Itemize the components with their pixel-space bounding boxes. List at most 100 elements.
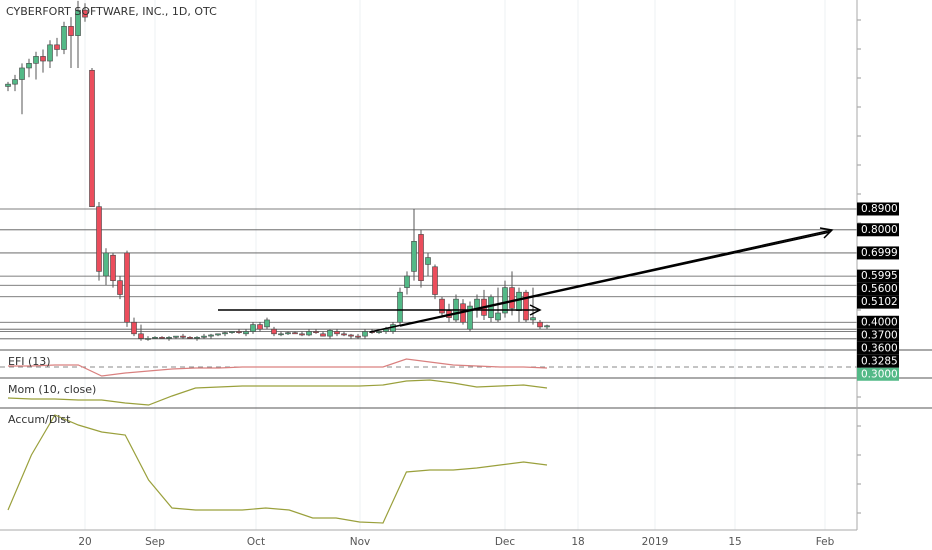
candle-body [75, 9, 81, 36]
candle-body [201, 335, 207, 338]
price-label-bg [857, 328, 899, 342]
price-label: 0.4000 [861, 316, 898, 328]
price-label: 0.5102 [861, 296, 898, 308]
candle-body [5, 83, 11, 87]
candle-body [33, 56, 39, 64]
price-label-bg [857, 341, 899, 355]
candle-body [467, 305, 473, 330]
candle-body [173, 335, 179, 338]
candle-body [474, 298, 480, 309]
candle-body [306, 331, 312, 336]
candle-body [523, 291, 529, 321]
candle-body [166, 336, 172, 339]
candle-body [117, 280, 123, 295]
candle-body [425, 257, 431, 265]
candle-body [124, 252, 130, 323]
candle-body [61, 26, 67, 50]
grid [0, 0, 932, 530]
candle-body [208, 334, 214, 337]
candle-body [432, 266, 438, 295]
plot [5, 0, 550, 524]
candle-body [250, 324, 256, 332]
candle-body [299, 333, 305, 336]
indicator-line [7, 379, 548, 406]
price-label-bg [857, 223, 899, 237]
price-label: 0.8000 [861, 224, 898, 236]
candle-body [54, 44, 60, 50]
candle-body [404, 275, 410, 288]
candle-body [334, 331, 340, 335]
candle-body [89, 69, 95, 207]
x-tick-label: Feb [816, 536, 835, 548]
candle-body [376, 331, 382, 333]
candle-body [544, 325, 550, 328]
price-label-bg [857, 246, 899, 260]
candle-body [530, 317, 536, 321]
x-tick-label: Dec [495, 536, 516, 548]
candle-body [215, 333, 221, 336]
price-label-bg [857, 202, 899, 216]
candle-body [138, 333, 144, 339]
indicator-name: Mom (10, close) [8, 383, 96, 396]
candle-body [47, 44, 53, 62]
candle-body [110, 254, 116, 281]
candle-body [257, 324, 263, 330]
price-label: 0.5600 [861, 283, 898, 295]
candle-body [159, 336, 165, 339]
candle-body [341, 333, 347, 336]
x-tick-label: Sep [145, 536, 165, 548]
candle-body [152, 336, 158, 339]
price-label-bg [857, 282, 899, 296]
candle-body [180, 335, 186, 338]
candle-body [187, 336, 193, 339]
price-label-bg [857, 315, 899, 329]
arrow-head [529, 304, 542, 316]
candle-body [418, 234, 424, 281]
candle-body [516, 291, 522, 312]
candle-body [320, 333, 326, 337]
x-tick-label: Nov [350, 536, 371, 548]
candle-body [348, 334, 354, 337]
price-label: 0.8900 [861, 203, 898, 215]
candle-body [355, 335, 361, 338]
candle-body [411, 241, 417, 272]
candle-body [285, 332, 291, 335]
candle-body [19, 67, 25, 80]
arrow-head [819, 227, 834, 239]
candle-body [229, 331, 235, 333]
candle-body [271, 328, 277, 335]
candle-body [40, 56, 46, 62]
indicator-name: EFI (13) [8, 355, 51, 368]
candle-body [313, 331, 319, 333]
x-tick-label: 15 [728, 536, 741, 548]
candle-body [502, 287, 508, 314]
candle-body [131, 321, 137, 335]
price-label: 0.6999 [861, 247, 898, 259]
drawings [218, 227, 834, 333]
price-label: 0.5995 [861, 270, 898, 282]
x-tick-label: Oct [247, 536, 265, 548]
candle-body [103, 252, 109, 277]
candle-body [327, 330, 333, 337]
candle-body [439, 298, 445, 314]
price-label: 0.3600 [861, 342, 898, 354]
x-tick-label: 20 [78, 536, 91, 548]
price-label-bg [857, 354, 899, 368]
price-label: 0.3285 [861, 355, 898, 367]
candle-body [82, 9, 88, 18]
candle-body [243, 331, 249, 335]
candle-body [362, 331, 368, 337]
candle-body [537, 321, 543, 328]
price-label-bg [857, 269, 899, 283]
last-price-label: 0.3000 [861, 368, 898, 380]
indicator-line [8, 358, 548, 377]
candle-body [194, 336, 200, 339]
candle-body [26, 63, 32, 69]
candle-body [68, 26, 74, 36]
candle-body [495, 312, 501, 321]
chart-title: CYBERFORT SOFTWARE, INC., 1D, OTC [6, 5, 217, 18]
candle-body [145, 338, 151, 340]
candle-body [278, 333, 284, 336]
